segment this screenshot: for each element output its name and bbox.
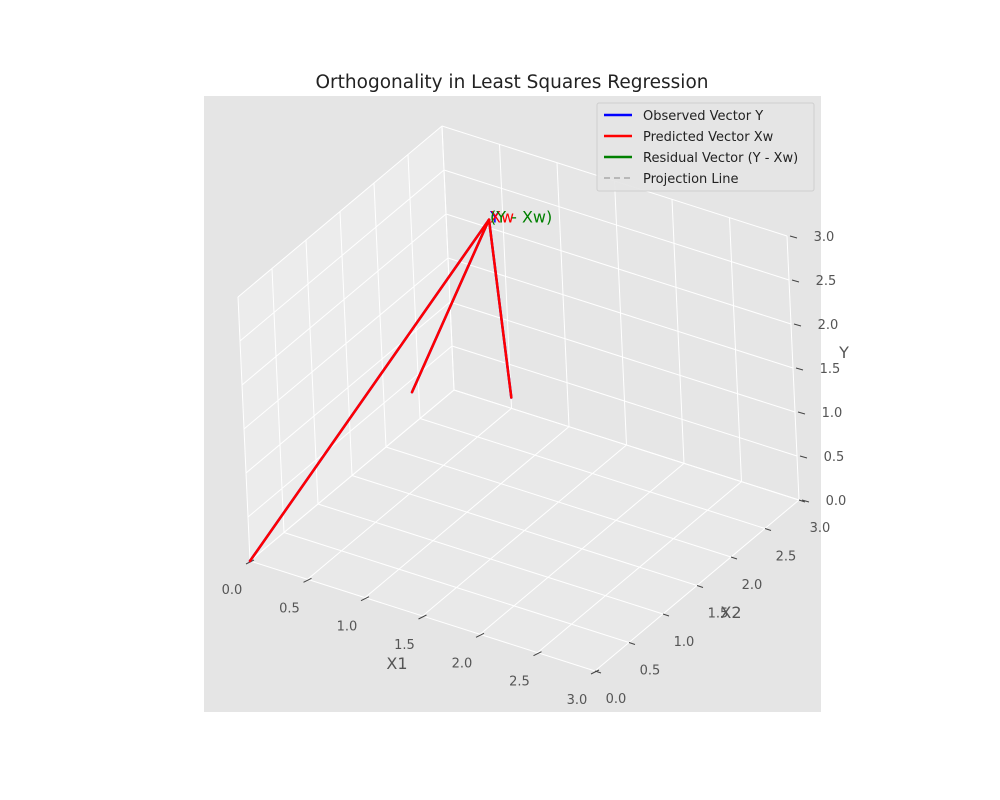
legend-frame bbox=[596, 102, 815, 192]
grid-line-left-z bbox=[243, 257, 449, 430]
z-tick-mark bbox=[791, 279, 800, 283]
y-tick-label: 1.0 bbox=[674, 635, 695, 650]
y-tick-label: 2.5 bbox=[776, 550, 797, 565]
grid-line-left-z bbox=[247, 345, 453, 518]
z-tick-label: 0.5 bbox=[824, 450, 845, 465]
z-tick-label: 1.0 bbox=[822, 406, 843, 421]
grid-line-floor-y bbox=[385, 446, 732, 558]
axis-ticks: 0.0 0.5 1.0 1.5 2.0 2.5 3.0 0.0 0.5 1.0 1.5 2.0 2.5 3… bbox=[222, 230, 847, 708]
z-tick-label: 0.0 bbox=[826, 494, 847, 509]
z-tick-mark bbox=[801, 499, 810, 503]
x-tick-label: 1.0 bbox=[337, 620, 358, 635]
x-tick-label: 2.0 bbox=[452, 656, 473, 671]
y-tick-mark bbox=[730, 556, 738, 560]
z-tick-mark bbox=[793, 323, 802, 327]
x-tick-mark bbox=[418, 614, 427, 620]
x-tick-mark bbox=[590, 669, 600, 675]
x-tick-label: 2.5 bbox=[509, 675, 530, 690]
legend-label: Residual Vector (Y - Xw) bbox=[643, 151, 798, 166]
x-tick-label: 0.5 bbox=[279, 601, 300, 616]
grid-line-floor-y bbox=[351, 475, 698, 586]
vector-annotations: YXw(Y - Xw) bbox=[489, 208, 552, 227]
y-tick-label: 0.5 bbox=[640, 664, 661, 679]
x-tick-mark bbox=[303, 577, 312, 583]
grid-line-left-z bbox=[239, 169, 445, 342]
y-tick-label: 0.0 bbox=[606, 692, 627, 707]
grid-line-back-z bbox=[445, 213, 792, 325]
y-tick-mark bbox=[628, 642, 636, 645]
legend: Observed Vector Y Predicted Vector Xw Resi… bbox=[596, 102, 815, 192]
y-tick-mark bbox=[662, 613, 670, 617]
y-tick-label: 3.0 bbox=[810, 521, 831, 536]
x-tick-mark bbox=[360, 596, 370, 602]
z-axis-label: Y bbox=[838, 343, 849, 362]
grid-line-floor-y bbox=[419, 418, 766, 529]
legend-label: Observed Vector Y bbox=[643, 109, 763, 124]
y-tick-mark bbox=[696, 585, 704, 588]
chart-title: Orthogonality in Least Squares Regressio… bbox=[315, 72, 708, 93]
x-tick-label: 3.0 bbox=[567, 693, 588, 708]
z-tick-mark bbox=[799, 455, 808, 459]
grid-line-back-z bbox=[453, 389, 800, 501]
x-tick-label: 0.0 bbox=[222, 583, 243, 598]
z-tick-label: 1.5 bbox=[820, 362, 841, 377]
y-axis-label: X2 bbox=[720, 603, 741, 622]
grid-line-left-z bbox=[241, 213, 447, 386]
grid-line-floor-y bbox=[283, 532, 630, 643]
z-tick-mark bbox=[797, 411, 806, 415]
series-1-segment bbox=[410, 218, 491, 394]
legend-label: Projection Line bbox=[643, 172, 739, 187]
z-tick-mark bbox=[789, 235, 798, 239]
grid-lines bbox=[237, 125, 800, 672]
annotation-0: Y bbox=[489, 208, 500, 227]
grid-line-back-z bbox=[449, 301, 796, 413]
series-1-segment bbox=[248, 218, 491, 563]
y-tick-mark bbox=[798, 499, 806, 503]
z-tick-label: 3.0 bbox=[814, 230, 835, 245]
x-tick-label: 1.5 bbox=[394, 638, 415, 653]
y-tick-label: 1.5 bbox=[708, 607, 729, 622]
grid-line-floor-y bbox=[317, 503, 664, 615]
z-tick-label: 2.5 bbox=[816, 274, 837, 289]
x-tick-mark bbox=[533, 651, 542, 657]
y-tick-mark bbox=[764, 528, 772, 531]
series-1-segment bbox=[487, 218, 513, 399]
y-tick-mark bbox=[594, 670, 602, 674]
data-vectors bbox=[248, 218, 513, 563]
grid-line-left-z bbox=[237, 125, 443, 298]
x-tick-mark bbox=[475, 632, 485, 638]
grid-line-left-z bbox=[245, 301, 451, 474]
grid-line-back-z bbox=[447, 257, 794, 369]
annotation-1: Xw bbox=[490, 208, 514, 227]
grid-line-back-z bbox=[443, 169, 790, 281]
grid-line-back-z bbox=[451, 345, 798, 457]
z-tick-mark bbox=[795, 367, 804, 371]
grid-line-left-z bbox=[249, 389, 455, 562]
x-axis-label: X1 bbox=[386, 654, 407, 673]
annotation-2: (Y - Xw) bbox=[490, 208, 552, 227]
z-tick-label: 2.0 bbox=[818, 318, 839, 333]
y-tick-label: 2.0 bbox=[742, 578, 763, 593]
grid-line-floor-y bbox=[249, 560, 596, 672]
legend-label: Predicted Vector Xw bbox=[643, 130, 774, 145]
